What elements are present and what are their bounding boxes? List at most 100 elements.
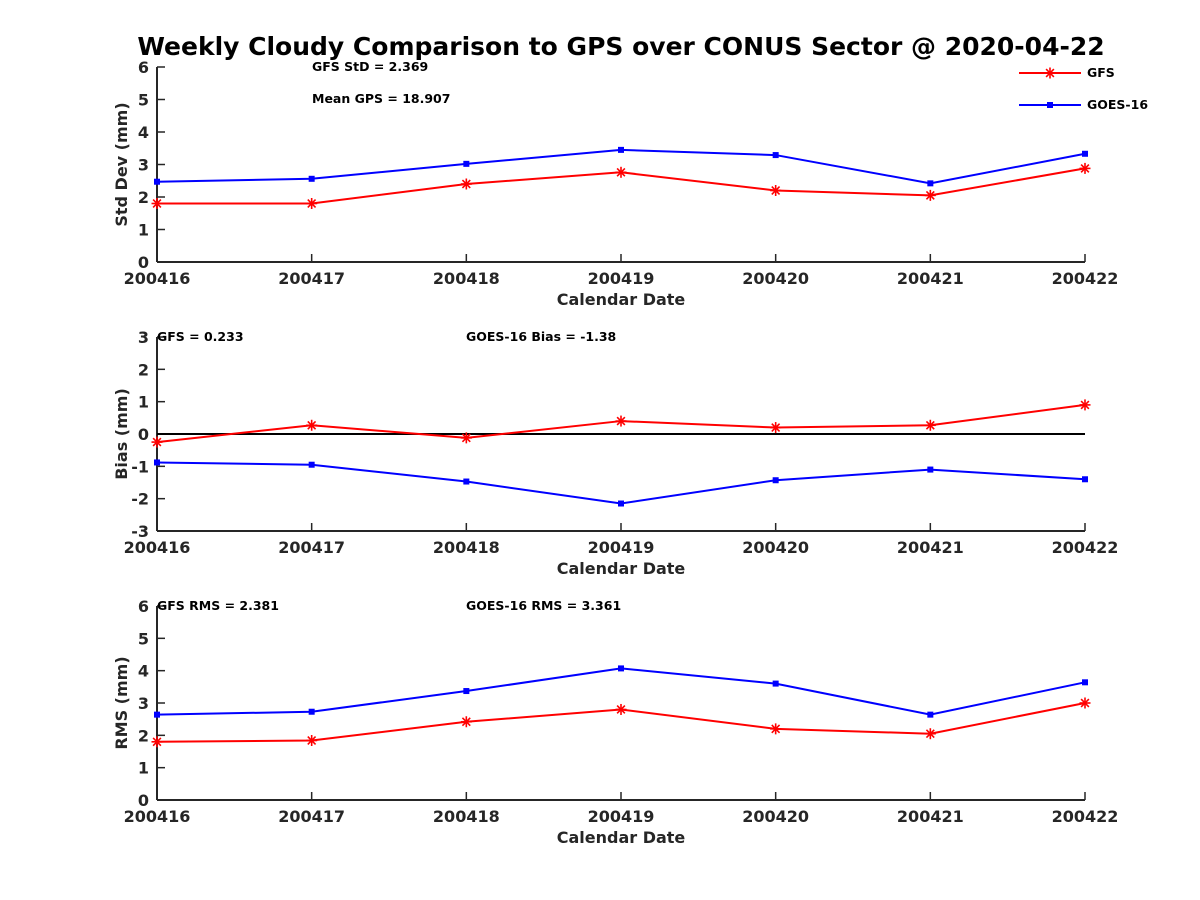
data-point	[308, 175, 315, 182]
y-tick-label: -3	[131, 522, 149, 541]
x-tick-label: 200420	[742, 269, 809, 288]
legend-entry-gfs: GFS	[1019, 65, 1115, 80]
annotation-text: GFS = 0.233	[157, 329, 244, 344]
data-point	[460, 178, 472, 190]
data-point	[306, 419, 318, 431]
annotation-text: Mean GPS = 18.907	[312, 91, 450, 106]
series-line-goes-16	[156, 461, 1086, 505]
y-tick-label: 4	[138, 662, 149, 681]
annotation-text: GOES-16 Bias = -1.38	[466, 329, 616, 344]
data-point	[618, 146, 624, 153]
x-tick-label: 200416	[124, 269, 191, 288]
x-tick-label: 200418	[433, 807, 500, 826]
data-point	[308, 461, 315, 468]
subplot-1: 200416 200417 200418 200419 200420 200421 2004…	[112, 58, 1148, 309]
x-tick-label: 200420	[742, 538, 809, 557]
series-goes-16	[154, 459, 1088, 507]
y-axis-label: Std Dev (mm)	[112, 102, 131, 226]
data-point	[924, 728, 936, 740]
y-tick-label: 2	[138, 726, 149, 745]
data-point	[306, 735, 318, 747]
x-axis-label: Calendar Date	[557, 290, 686, 309]
data-point	[460, 716, 472, 728]
x-tick-label: 200419	[588, 807, 655, 826]
legend-label: GFS	[1087, 65, 1115, 80]
data-point	[1079, 399, 1091, 411]
data-point	[927, 180, 934, 187]
x-tick-label: 200419	[588, 269, 655, 288]
figure-title: Weekly Cloudy Comparison to GPS over CON…	[137, 32, 1104, 61]
data-point	[1079, 697, 1091, 709]
data-point	[772, 477, 779, 484]
x-tick-label: 200418	[433, 269, 500, 288]
annotation-text: GFS RMS = 2.381	[157, 598, 279, 613]
y-tick-label: 2	[138, 188, 149, 207]
data-point	[1082, 150, 1088, 157]
data-point	[770, 422, 782, 434]
y-tick-label: 0	[138, 791, 149, 810]
y-tick-label: 3	[138, 328, 149, 347]
subplot-2: 200416 200417 200418 200419 200420 200421 2004…	[112, 328, 1118, 578]
subplot-3: 200416 200417 200418 200419 200420 200421 2004…	[112, 597, 1118, 847]
y-tick-label: 3	[138, 156, 149, 175]
data-point	[463, 160, 470, 167]
annotation-text: GOES-16 RMS = 3.361	[466, 598, 621, 613]
x-tick-label: 200417	[278, 269, 345, 288]
x-tick-label: 200422	[1052, 807, 1119, 826]
series-goes-16	[154, 146, 1088, 187]
data-point	[463, 688, 470, 695]
data-point	[618, 500, 624, 507]
data-point	[770, 723, 782, 735]
series-gfs	[151, 697, 1091, 748]
data-point	[154, 178, 160, 185]
data-point	[924, 419, 936, 431]
annotation-text: GFS StD = 2.369	[312, 59, 428, 74]
series-line-goes-16	[156, 148, 1086, 185]
data-point	[463, 478, 470, 485]
data-point	[927, 466, 934, 473]
y-axis-label: Bias (mm)	[112, 388, 131, 480]
y-tick-label: 5	[138, 91, 149, 110]
y-tick-label: 0	[138, 425, 149, 444]
y-tick-label: 1	[138, 221, 149, 240]
data-point	[772, 152, 779, 159]
y-tick-label: 5	[138, 629, 149, 648]
x-tick-label: 200422	[1052, 269, 1119, 288]
x-tick-label: 200419	[588, 538, 655, 557]
data-point	[615, 703, 627, 715]
series-gfs	[151, 162, 1091, 209]
data-point	[615, 415, 627, 427]
x-tick-label: 200418	[433, 538, 500, 557]
data-point	[618, 665, 624, 672]
data-point	[151, 736, 163, 748]
y-axis-label: RMS (mm)	[112, 656, 131, 749]
x-tick-label: 200417	[278, 538, 345, 557]
y-tick-label: -2	[131, 490, 149, 509]
x-tick-label: 200416	[124, 807, 191, 826]
series-goes-16	[154, 665, 1088, 718]
x-tick-label: 200421	[897, 807, 964, 826]
legend-marker	[1047, 102, 1053, 108]
data-point	[154, 459, 160, 466]
x-tick-label: 200420	[742, 807, 809, 826]
y-tick-label: 0	[138, 253, 149, 272]
y-tick-label: 1	[138, 393, 149, 412]
x-tick-label: 200421	[897, 538, 964, 557]
data-point	[924, 189, 936, 201]
x-tick-label: 200417	[278, 807, 345, 826]
y-tick-label: -1	[131, 457, 149, 476]
data-point	[770, 185, 782, 196]
data-point	[1079, 162, 1091, 174]
data-point	[927, 711, 934, 718]
x-tick-label: 200422	[1052, 538, 1119, 557]
series-gfs	[151, 399, 1091, 448]
data-point	[1082, 476, 1088, 483]
legend: GFS GOES-16	[1019, 65, 1148, 112]
data-point	[772, 680, 779, 687]
y-tick-label: 6	[138, 58, 149, 77]
x-tick-label: 200421	[897, 269, 964, 288]
x-tick-label: 200416	[124, 538, 191, 557]
data-point	[154, 711, 160, 718]
data-point	[151, 198, 163, 209]
